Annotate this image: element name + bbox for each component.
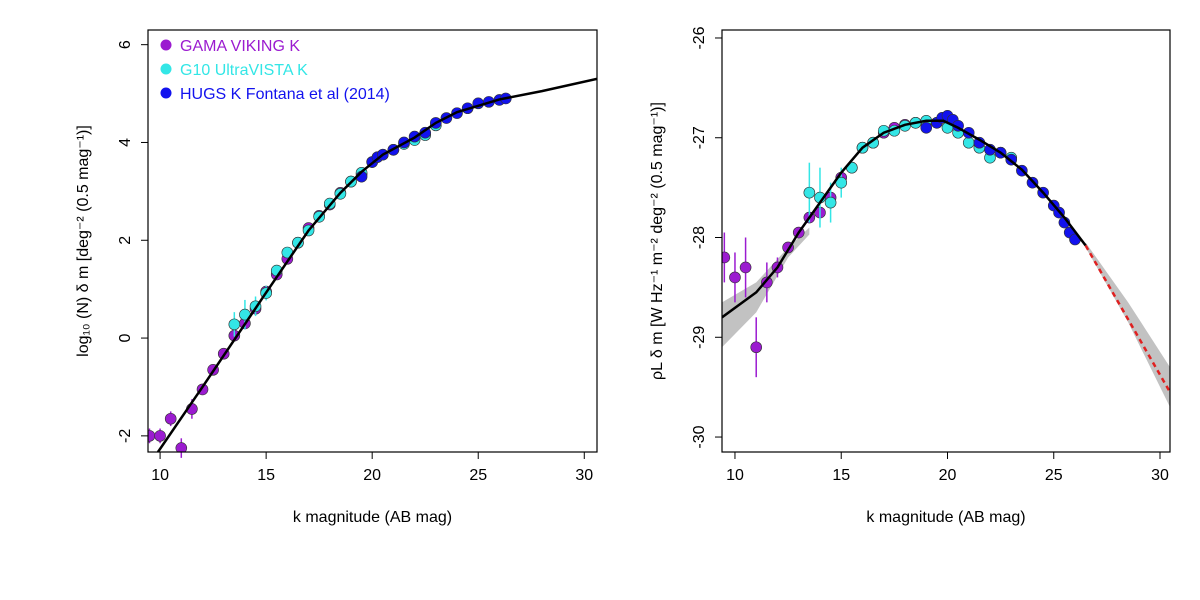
x-axis-label: k magnitude (AB mag) bbox=[293, 509, 452, 526]
data-point bbox=[761, 276, 773, 289]
data-point bbox=[175, 442, 188, 452]
extrapolation-line bbox=[1084, 244, 1170, 393]
x-tick-label: 15 bbox=[832, 467, 850, 484]
y-tick-label: -29 bbox=[691, 326, 708, 349]
confidence-band bbox=[1085, 242, 1170, 408]
data-point bbox=[729, 271, 741, 284]
plot-frame bbox=[721, 29, 1171, 453]
data-point bbox=[722, 251, 731, 264]
x-tick-label: 30 bbox=[1151, 467, 1169, 484]
legend-marker bbox=[160, 87, 172, 99]
y-tick-label: 2 bbox=[117, 236, 134, 245]
x-tick-label: 10 bbox=[151, 467, 169, 484]
fit-line bbox=[722, 119, 1087, 319]
data-point bbox=[803, 186, 816, 199]
legend-label: G10 UltraVISTA K bbox=[180, 62, 308, 79]
y-tick-label: 6 bbox=[117, 40, 134, 49]
data-point bbox=[920, 121, 933, 134]
y-tick-label: -26 bbox=[691, 26, 708, 49]
data-point bbox=[739, 261, 752, 274]
x-tick-label: 25 bbox=[469, 467, 487, 484]
y-tick-label: -30 bbox=[691, 425, 708, 448]
y-axis-label: ρL δ m [W Hz⁻¹ m⁻² deg⁻² (0.5 mag⁻¹)] bbox=[649, 102, 666, 380]
data-point bbox=[228, 318, 241, 331]
y-axis-label: log₁₀ (N) δ m [deg⁻² (0.5 mag⁻¹)] bbox=[75, 125, 92, 357]
y-tick-label: -27 bbox=[691, 126, 708, 149]
x-tick-label: 10 bbox=[726, 467, 744, 484]
y-tick-label: 0 bbox=[117, 334, 134, 343]
legend-label: GAMA VIKING K bbox=[180, 38, 300, 55]
plot-frame bbox=[147, 29, 598, 453]
legend-label: HUGS K Fontana et al (2014) bbox=[180, 86, 390, 103]
legend-marker bbox=[160, 63, 172, 75]
data-point bbox=[164, 412, 177, 425]
y-tick-label: -28 bbox=[691, 226, 708, 249]
x-tick-label: 20 bbox=[939, 467, 957, 484]
data-point bbox=[750, 341, 763, 354]
legend-marker bbox=[160, 39, 172, 51]
x-axis-label: k magnitude (AB mag) bbox=[866, 509, 1025, 526]
y-tick-label: 4 bbox=[117, 138, 134, 147]
x-tick-label: 15 bbox=[257, 467, 275, 484]
x-tick-label: 25 bbox=[1045, 467, 1063, 484]
x-tick-label: 30 bbox=[575, 467, 593, 484]
fit-line bbox=[156, 77, 597, 452]
data-point bbox=[154, 430, 166, 442]
y-tick-label: -2 bbox=[117, 429, 134, 443]
x-tick-label: 20 bbox=[363, 467, 381, 484]
data-point bbox=[962, 136, 975, 149]
data-point bbox=[824, 196, 837, 209]
data-point bbox=[835, 176, 848, 189]
